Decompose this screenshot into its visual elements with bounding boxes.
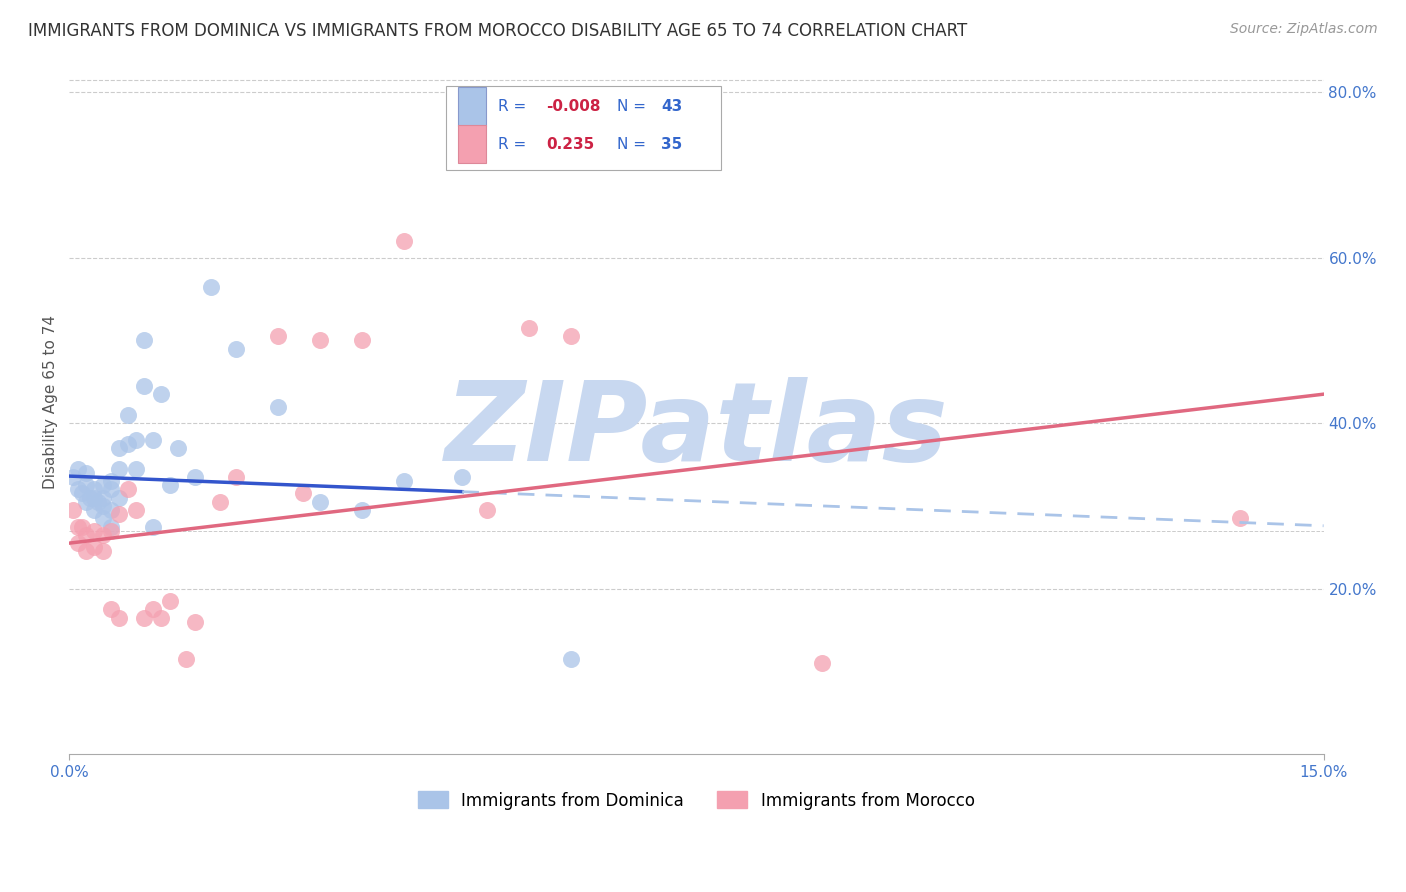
Text: 0.235: 0.235: [546, 136, 595, 152]
Point: [79, 491, 101, 505]
Point: [83, 541, 105, 555]
Point: [183, 470, 205, 484]
Point: [100, 524, 122, 538]
FancyBboxPatch shape: [446, 86, 721, 170]
Point: [91, 528, 114, 542]
Point: [83, 491, 105, 505]
Point: [75, 495, 97, 509]
Point: [142, 602, 165, 616]
Text: 35: 35: [661, 136, 682, 152]
Point: [91, 511, 114, 525]
FancyBboxPatch shape: [458, 125, 485, 163]
Point: [66, 483, 89, 497]
Point: [350, 334, 373, 348]
Point: [66, 519, 89, 533]
Point: [183, 615, 205, 629]
Text: R =: R =: [498, 136, 531, 152]
Point: [159, 594, 181, 608]
Point: [208, 495, 231, 509]
Point: [125, 433, 148, 447]
Point: [100, 474, 122, 488]
Point: [70, 519, 93, 533]
Point: [392, 234, 415, 248]
Point: [225, 470, 247, 484]
Point: [125, 503, 148, 517]
Point: [392, 474, 415, 488]
Point: [100, 519, 122, 533]
Point: [811, 656, 834, 670]
Point: [267, 329, 290, 343]
Text: Source: ZipAtlas.com: Source: ZipAtlas.com: [1230, 22, 1378, 37]
Point: [350, 503, 373, 517]
Point: [75, 466, 97, 480]
Point: [91, 491, 114, 505]
Point: [134, 610, 156, 624]
Point: [150, 610, 173, 624]
Text: N =: N =: [617, 100, 651, 114]
Point: [517, 321, 540, 335]
Point: [309, 495, 332, 509]
Text: -0.008: -0.008: [546, 100, 600, 114]
Point: [108, 491, 131, 505]
Point: [70, 486, 93, 500]
Point: [75, 544, 97, 558]
Point: [62, 503, 84, 517]
Point: [200, 279, 222, 293]
Point: [83, 503, 105, 517]
Text: IMMIGRANTS FROM DOMINICA VS IMMIGRANTS FROM MOROCCO DISABILITY AGE 65 TO 74 CORR: IMMIGRANTS FROM DOMINICA VS IMMIGRANTS F…: [28, 22, 967, 40]
Point: [117, 483, 139, 497]
Point: [117, 437, 139, 451]
Point: [75, 478, 97, 492]
Point: [644, 122, 666, 136]
Point: [267, 400, 290, 414]
Point: [134, 334, 156, 348]
Point: [176, 652, 198, 666]
Point: [83, 483, 105, 497]
Point: [100, 503, 122, 517]
Point: [142, 519, 165, 533]
Point: [117, 408, 139, 422]
Point: [91, 478, 114, 492]
Point: [159, 478, 181, 492]
Point: [100, 483, 122, 497]
Point: [125, 461, 148, 475]
Point: [225, 342, 247, 356]
Text: R =: R =: [498, 100, 531, 114]
Point: [142, 433, 165, 447]
Text: 43: 43: [661, 100, 682, 114]
Text: N =: N =: [617, 136, 651, 152]
Point: [62, 470, 84, 484]
Legend: Immigrants from Dominica, Immigrants from Morocco: Immigrants from Dominica, Immigrants fro…: [412, 785, 981, 816]
Point: [477, 503, 499, 517]
Point: [560, 329, 582, 343]
Point: [87, 495, 110, 509]
Text: ZIPatlas: ZIPatlas: [444, 377, 948, 484]
Point: [91, 544, 114, 558]
Point: [66, 536, 89, 550]
Point: [309, 334, 332, 348]
Point: [150, 387, 173, 401]
Point: [451, 470, 474, 484]
Point: [66, 461, 89, 475]
Point: [108, 507, 131, 521]
Point: [91, 499, 114, 513]
Point: [100, 602, 122, 616]
Point: [167, 441, 190, 455]
Point: [108, 610, 131, 624]
Point: [134, 379, 156, 393]
Point: [292, 486, 315, 500]
Point: [108, 461, 131, 475]
Y-axis label: Disability Age 65 to 74: Disability Age 65 to 74: [44, 316, 58, 490]
FancyBboxPatch shape: [458, 87, 485, 126]
Point: [1229, 511, 1251, 525]
Point: [560, 652, 582, 666]
Point: [75, 528, 97, 542]
Point: [83, 524, 105, 538]
Point: [108, 441, 131, 455]
